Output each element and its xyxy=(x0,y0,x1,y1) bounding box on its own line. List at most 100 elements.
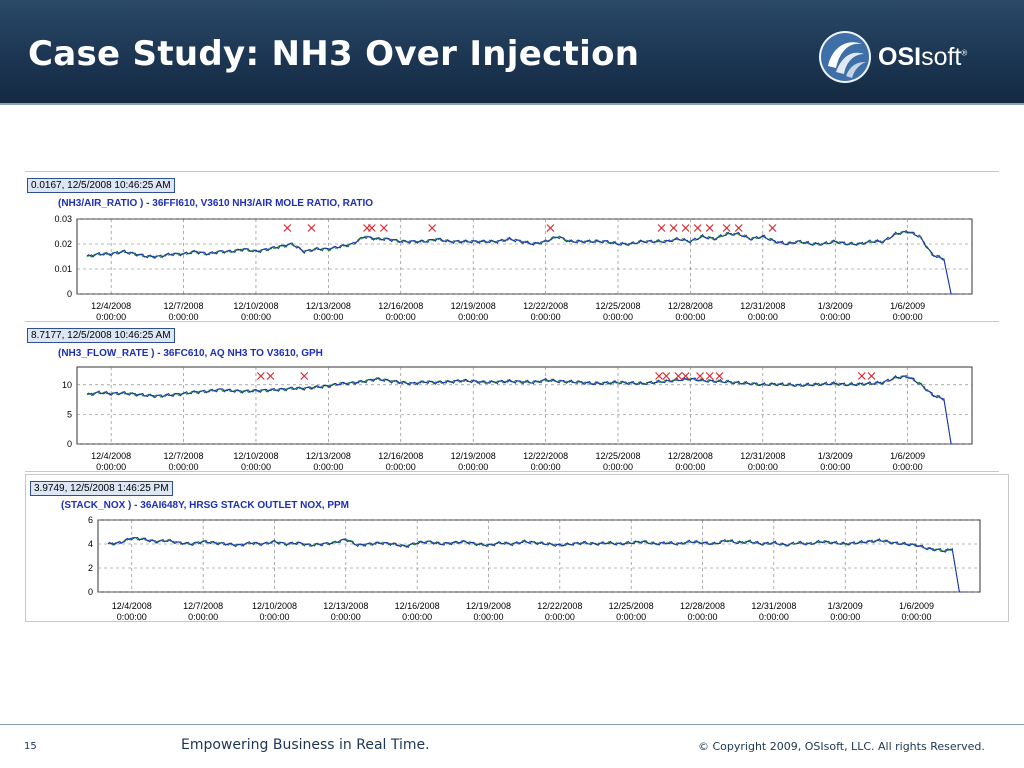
x-tick-label: 12/19/2008 xyxy=(451,301,496,311)
event-marker-icon[interactable] xyxy=(867,372,876,380)
x-tick-label: 12/10/2008 xyxy=(252,601,297,611)
cursor-value-stamp[interactable]: 8.7177, 12/5/2008 10:46:25 AM xyxy=(27,328,175,343)
event-marker-icon[interactable] xyxy=(367,224,376,232)
y-tick-label: 4 xyxy=(88,539,93,549)
x-tick-time: 0:00:00 xyxy=(603,312,633,321)
trend-tag-label: (NH3/AIR_RATIO ) - 36FFI610, V3610 NH3/A… xyxy=(58,198,374,209)
event-marker-icon[interactable] xyxy=(674,372,683,380)
event-marker-icon[interactable] xyxy=(722,224,731,232)
trend-tag-label: (STACK_NOX ) - 36AI648Y, HRSG STACK OUTL… xyxy=(61,500,350,511)
trend-panel-nh3-air-ratio: 0.0167, 12/5/2008 10:46:25 AM (NH3/AIR_R… xyxy=(25,171,999,322)
event-marker-icon[interactable] xyxy=(428,224,437,232)
x-tick-time: 0:00:00 xyxy=(169,312,199,321)
x-tick-time: 0:00:00 xyxy=(169,462,199,471)
x-tick-label: 12/13/2008 xyxy=(306,301,351,311)
x-tick-time: 0:00:00 xyxy=(473,612,503,621)
x-tick-time: 0:00:00 xyxy=(830,612,860,621)
x-tick-time: 0:00:00 xyxy=(259,612,289,621)
trend-chart-stack-nox[interactable]: 642012/4/20080:00:0012/7/20080:00:0012/1… xyxy=(26,475,1008,621)
x-tick-time: 0:00:00 xyxy=(241,462,271,471)
event-marker-icon[interactable] xyxy=(681,372,690,380)
x-tick-label: 1/6/2009 xyxy=(899,601,934,611)
event-marker-icon[interactable] xyxy=(693,224,702,232)
y-tick-label: 0 xyxy=(67,439,72,449)
trend-line-primary xyxy=(86,230,956,295)
x-tick-time: 0:00:00 xyxy=(675,312,705,321)
plot-area xyxy=(76,218,973,295)
trend-line-secondary xyxy=(86,375,956,445)
y-tick-label: 0.03 xyxy=(54,214,72,224)
x-tick-label: 12/10/2008 xyxy=(233,451,278,461)
logo-registered-mark: ® xyxy=(961,48,968,58)
x-tick-time: 0:00:00 xyxy=(748,312,778,321)
footer-copyright: © Copyright 2009, OSIsoft, LLC. All righ… xyxy=(698,740,985,753)
trend-line-primary xyxy=(86,374,956,445)
y-tick-label: 0.02 xyxy=(54,239,72,249)
x-tick-time: 0:00:00 xyxy=(313,312,343,321)
event-marker-icon[interactable] xyxy=(256,372,265,380)
x-tick-label: 12/4/2008 xyxy=(112,601,152,611)
cursor-value-stamp[interactable]: 0.0167, 12/5/2008 10:46:25 AM xyxy=(27,178,175,193)
y-tick-label: 6 xyxy=(88,515,93,525)
event-marker-icon[interactable] xyxy=(307,224,316,232)
logo-wordmark-light: soft xyxy=(921,43,962,71)
x-tick-time: 0:00:00 xyxy=(675,462,705,471)
x-tick-time: 0:00:00 xyxy=(902,612,932,621)
x-tick-time: 0:00:00 xyxy=(458,312,488,321)
event-marker-icon[interactable] xyxy=(655,372,663,380)
event-marker-icon[interactable] xyxy=(768,224,777,232)
x-tick-label: 12/28/2008 xyxy=(668,451,713,461)
event-marker-icon[interactable] xyxy=(546,224,555,232)
trend-chart-nh3-air-ratio[interactable]: 0.030.020.01012/4/20080:00:0012/7/20080:… xyxy=(25,172,999,321)
event-marker-icon[interactable] xyxy=(379,224,388,232)
x-tick-label: 12/19/2008 xyxy=(451,451,496,461)
x-tick-label: 12/13/2008 xyxy=(323,601,368,611)
x-tick-time: 0:00:00 xyxy=(188,612,218,621)
event-marker-icon[interactable] xyxy=(669,224,678,232)
page-number: 15 xyxy=(24,741,37,752)
x-tick-time: 0:00:00 xyxy=(241,312,271,321)
y-tick-label: 5 xyxy=(67,409,72,419)
trend-tag-label: (NH3_FLOW_RATE ) - 36FC610, AQ NH3 TO V3… xyxy=(58,348,323,359)
x-tick-label: 1/6/2009 xyxy=(890,451,925,461)
event-marker-icon[interactable] xyxy=(705,372,714,380)
x-tick-time: 0:00:00 xyxy=(759,612,789,621)
header-divider xyxy=(0,103,1024,105)
cursor-value-stamp[interactable]: 3.9749, 12/5/2008 1:46:25 PM xyxy=(30,481,173,496)
x-tick-time: 0:00:00 xyxy=(402,612,432,621)
x-tick-label: 12/13/2008 xyxy=(306,451,351,461)
footer-divider xyxy=(0,724,1024,725)
x-tick-label: 1/3/2009 xyxy=(818,451,853,461)
x-tick-label: 12/16/2008 xyxy=(378,451,423,461)
x-tick-time: 0:00:00 xyxy=(96,462,126,471)
x-tick-label: 12/4/2008 xyxy=(91,451,131,461)
event-marker-icon[interactable] xyxy=(657,224,666,232)
event-marker-icon[interactable] xyxy=(734,224,743,232)
event-marker-icon[interactable] xyxy=(715,372,724,380)
event-marker-icon[interactable] xyxy=(696,372,704,380)
event-marker-icon[interactable] xyxy=(662,372,671,380)
x-tick-time: 0:00:00 xyxy=(893,312,923,321)
x-tick-time: 0:00:00 xyxy=(117,612,147,621)
osisoft-logo: OSIsoft® xyxy=(816,28,986,86)
trend-panel-nh3-flow-rate: 8.7177, 12/5/2008 10:46:25 AM (NH3_FLOW_… xyxy=(25,321,999,472)
x-tick-time: 0:00:00 xyxy=(688,612,718,621)
y-tick-label: 0 xyxy=(88,587,93,597)
x-tick-time: 0:00:00 xyxy=(893,462,923,471)
plot-area xyxy=(97,519,981,593)
x-tick-label: 12/10/2008 xyxy=(233,301,278,311)
x-tick-time: 0:00:00 xyxy=(603,462,633,471)
event-marker-icon[interactable] xyxy=(300,372,309,380)
event-marker-icon[interactable] xyxy=(283,224,292,232)
event-marker-icon[interactable] xyxy=(857,372,866,380)
event-marker-icon[interactable] xyxy=(705,224,714,232)
event-marker-icon[interactable] xyxy=(266,372,275,380)
plot-area xyxy=(76,366,973,445)
x-tick-label: 12/16/2008 xyxy=(378,301,423,311)
y-tick-label: 2 xyxy=(88,563,93,573)
x-tick-time: 0:00:00 xyxy=(313,462,343,471)
trend-chart-nh3-flow-rate[interactable]: 105012/4/20080:00:0012/7/20080:00:0012/1… xyxy=(25,322,999,471)
x-tick-label: 12/19/2008 xyxy=(466,601,511,611)
event-marker-icon[interactable] xyxy=(681,224,690,232)
x-tick-time: 0:00:00 xyxy=(820,312,850,321)
